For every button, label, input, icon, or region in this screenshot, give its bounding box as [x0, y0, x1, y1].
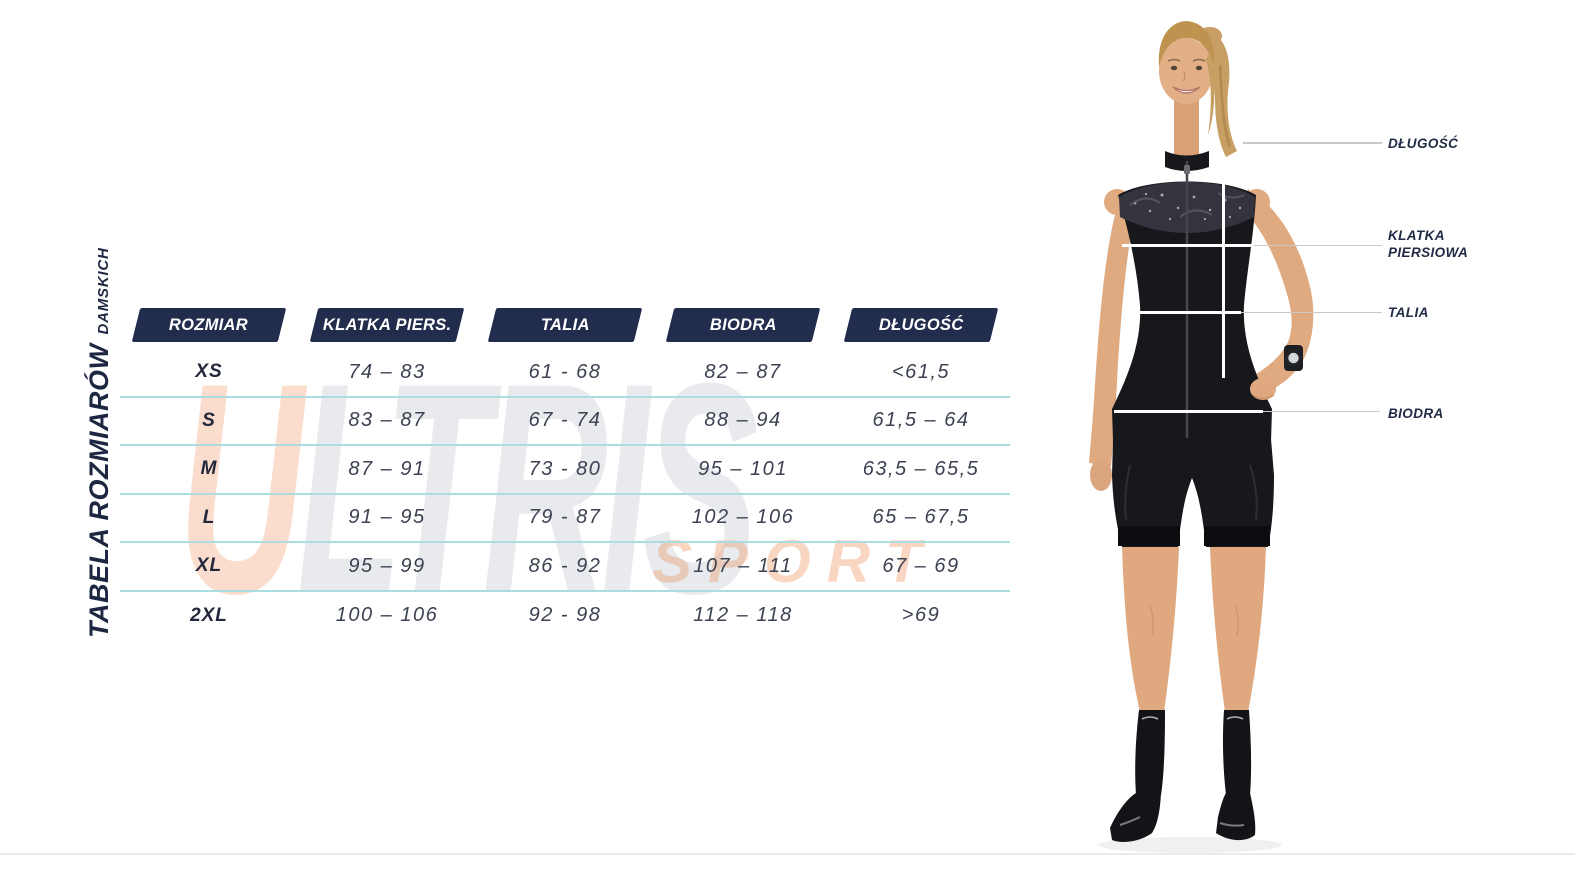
hips-cell: 112 – 118	[693, 604, 793, 627]
waist-cell: 92 - 98	[528, 604, 602, 627]
label-waist: TALIA	[1388, 305, 1429, 320]
measure-line-hips	[1114, 410, 1263, 413]
watermark-letter: U	[178, 320, 304, 656]
front-hair	[1158, 21, 1215, 67]
waist-cell: 86 - 92	[528, 554, 602, 577]
waist-cell: 67 - 74	[528, 409, 602, 432]
size-table: ROZMIAR KLATKA PIERS. TALIA BIODRA DŁUGO…	[120, 308, 1010, 640]
photo-floor-edge	[0, 853, 1575, 855]
right-arm	[1240, 189, 1314, 394]
chest-cell: 100 – 106	[335, 604, 439, 627]
table-row-l: L 91 – 95 79 - 87 102 – 106 65 – 67,5	[120, 495, 1010, 543]
hips-cell: 102 – 106	[691, 506, 795, 529]
page-title: TABELA ROZMIARÓW DAMSKICH	[84, 247, 115, 638]
leader-line-hips	[1263, 410, 1380, 412]
label-hips: BIODRA	[1388, 406, 1444, 421]
size-table-body: XS 74 – 83 61 - 68 82 – 87 <61,5 S 83 – …	[120, 349, 1010, 640]
size-table-header-row: ROZMIAR KLATKA PIERS. TALIA BIODRA DŁUGO…	[120, 308, 1010, 342]
measure-line-length	[1222, 178, 1225, 378]
brand-watermark-sub: SPORT	[652, 528, 938, 595]
size-cell: XS	[195, 361, 223, 383]
length-cell: 65 – 67,5	[872, 506, 970, 529]
label-length: DŁUGOŚĆ	[1388, 136, 1459, 151]
figure-shadow	[1098, 837, 1282, 853]
header-talia: TALIA	[487, 308, 643, 342]
hips-cell: 88 – 94	[704, 409, 782, 432]
chest-cell: 91 – 95	[348, 506, 426, 529]
table-row-xl: XL 95 – 99 86 - 92 107 – 111 67 – 69	[120, 543, 1010, 592]
length-cell: <61,5	[891, 360, 951, 383]
hips-cell: 107 – 111	[693, 554, 793, 577]
shorts	[1112, 439, 1274, 547]
chest-cell: 95 – 99	[348, 554, 426, 577]
face	[1167, 58, 1206, 94]
size-cell: L	[202, 506, 216, 528]
watermark-rest: LTRIS	[296, 320, 759, 656]
left-hand	[1090, 459, 1112, 491]
size-cell: 2XL	[190, 604, 228, 626]
table-row-m: M 87 – 91 73 - 80 95 – 101 63,5 – 65,5	[120, 446, 1010, 495]
chest-cell: 87 – 91	[348, 457, 426, 480]
length-cell: 67 – 69	[882, 554, 960, 577]
length-cell: 61,5 – 64	[872, 409, 970, 432]
table-row-xs: XS 74 – 83 61 - 68 82 – 87 <61,5	[120, 349, 1010, 398]
length-cell: 63,5 – 65,5	[862, 457, 980, 480]
length-cell: >69	[901, 604, 941, 627]
hips-cell: 82 – 87	[704, 360, 782, 383]
size-cell: M	[200, 458, 218, 480]
neck	[1174, 97, 1199, 159]
right-hand	[1250, 378, 1276, 400]
model-photo	[1089, 21, 1314, 853]
leader-line-chest	[1254, 244, 1382, 246]
table-row-s: S 83 – 87 67 - 74 88 – 94 61,5 – 64	[120, 398, 1010, 446]
page-title-main: TABELA ROZMIARÓW	[84, 343, 114, 638]
chest-cell: 83 – 87	[348, 409, 426, 432]
waist-cell: 73 - 80	[528, 457, 602, 480]
socks	[1110, 710, 1256, 842]
table-row-2xl: 2XL 100 – 106 92 - 98 112 – 118 >69	[120, 592, 1010, 641]
leader-line-waist	[1241, 311, 1382, 313]
hips-cell: 95 – 101	[698, 457, 788, 480]
header-biodra: BIODRA	[665, 308, 821, 342]
watch	[1284, 345, 1303, 371]
brand-watermark: ULTRIS	[178, 338, 759, 638]
size-cell: S	[202, 409, 216, 431]
label-chest: KLATKA PIERSIOWA	[1388, 228, 1469, 260]
page-title-sub: DAMSKICH	[95, 247, 112, 335]
left-arm	[1089, 193, 1138, 491]
legs	[1122, 547, 1266, 712]
measure-line-waist	[1133, 311, 1241, 314]
header-rozmiar: ROZMIAR	[131, 308, 287, 342]
size-cell: XL	[195, 555, 223, 577]
header-dlugosc: DŁUGOŚĆ	[843, 308, 999, 342]
measure-line-chest	[1122, 244, 1254, 247]
waist-cell: 61 - 68	[528, 360, 602, 383]
chest-cell: 74 – 83	[348, 360, 426, 383]
header-klatka-piers: KLATKA PIERS.	[309, 308, 465, 342]
waist-cell: 79 - 87	[528, 506, 602, 529]
leader-line-length	[1243, 142, 1382, 144]
